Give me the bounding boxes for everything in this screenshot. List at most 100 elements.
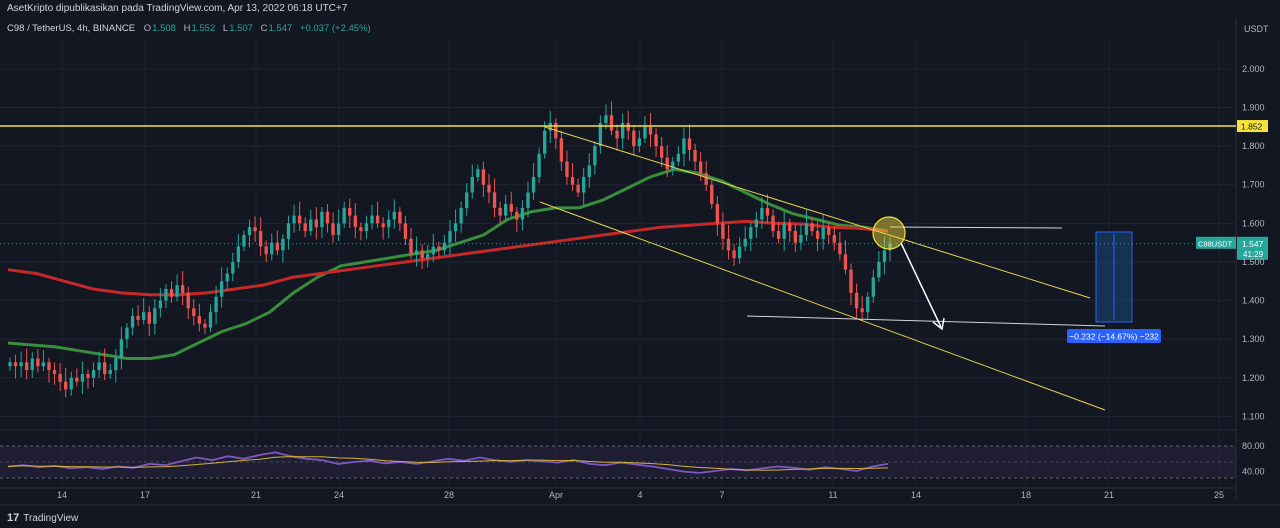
candle[interactable] — [398, 207, 402, 232]
candle[interactable] — [370, 204, 374, 230]
candle[interactable] — [682, 127, 686, 167]
candle[interactable] — [392, 199, 396, 229]
candle[interactable] — [175, 274, 179, 302]
candle[interactable] — [815, 221, 820, 252]
candle[interactable] — [136, 305, 140, 327]
candle[interactable] — [765, 194, 770, 224]
candle[interactable] — [465, 183, 469, 216]
candle[interactable] — [19, 351, 23, 378]
candle[interactable] — [242, 230, 246, 252]
candle[interactable] — [604, 104, 608, 130]
candle[interactable] — [158, 288, 163, 318]
candle[interactable] — [231, 252, 235, 282]
candle[interactable] — [208, 304, 213, 333]
candle[interactable] — [86, 369, 90, 389]
candle[interactable] — [409, 227, 413, 259]
candle[interactable] — [732, 244, 736, 266]
candle[interactable] — [197, 303, 202, 332]
candle[interactable] — [659, 136, 664, 167]
candle[interactable] — [375, 201, 380, 228]
candle[interactable] — [80, 361, 85, 395]
candle[interactable] — [180, 271, 185, 306]
candle[interactable] — [69, 371, 73, 396]
candle[interactable] — [843, 240, 848, 275]
candle[interactable] — [877, 251, 881, 283]
candle[interactable] — [225, 267, 229, 291]
candle[interactable] — [342, 201, 346, 228]
candle[interactable] — [147, 305, 151, 337]
candle[interactable] — [169, 281, 174, 303]
candle[interactable] — [47, 357, 51, 383]
candle[interactable] — [726, 224, 731, 260]
candle[interactable] — [258, 217, 263, 256]
candle[interactable] — [103, 348, 107, 381]
candle[interactable] — [615, 124, 619, 151]
candle[interactable] — [331, 212, 335, 243]
candle[interactable] — [548, 110, 552, 144]
candle[interactable] — [30, 352, 34, 378]
candle[interactable] — [153, 299, 157, 335]
candle[interactable] — [710, 180, 714, 209]
candle[interactable] — [715, 196, 720, 236]
candle[interactable] — [119, 326, 124, 370]
channel-upper-line[interactable] — [544, 126, 1091, 299]
candle[interactable] — [91, 362, 96, 388]
candle[interactable] — [303, 217, 307, 238]
candle[interactable] — [771, 209, 775, 238]
candle[interactable] — [108, 363, 112, 379]
candle[interactable] — [58, 363, 62, 391]
candle[interactable] — [498, 201, 502, 224]
candle[interactable] — [582, 167, 586, 205]
candle[interactable] — [821, 214, 825, 250]
candle[interactable] — [531, 163, 536, 201]
candle[interactable] — [793, 223, 797, 252]
candle[interactable] — [314, 207, 318, 240]
candle[interactable] — [643, 116, 647, 144]
candle[interactable] — [593, 141, 597, 175]
candle[interactable] — [203, 319, 207, 334]
candle[interactable] — [509, 191, 513, 217]
candle[interactable] — [359, 222, 363, 241]
candle[interactable] — [632, 126, 636, 154]
candle[interactable] — [453, 209, 458, 242]
candle[interactable] — [520, 200, 525, 231]
candle[interactable] — [609, 101, 614, 136]
candle[interactable] — [760, 197, 764, 229]
range-top-line[interactable] — [889, 226, 1063, 229]
candle[interactable] — [387, 210, 391, 239]
candle[interactable] — [743, 226, 747, 252]
candle[interactable] — [654, 128, 658, 157]
candle[interactable] — [414, 236, 419, 267]
candle[interactable] — [481, 161, 486, 198]
candle[interactable] — [737, 237, 742, 265]
candle[interactable] — [637, 130, 642, 153]
candle[interactable] — [253, 216, 257, 242]
candle[interactable] — [448, 220, 452, 256]
candle[interactable] — [804, 209, 809, 242]
candle[interactable] — [504, 194, 508, 222]
target-line[interactable] — [746, 315, 1106, 327]
candle[interactable] — [838, 231, 842, 261]
candle[interactable] — [543, 121, 547, 159]
candle[interactable] — [125, 322, 129, 349]
candle[interactable] — [526, 181, 530, 218]
candle[interactable] — [41, 350, 46, 371]
candle[interactable] — [476, 164, 480, 182]
candle[interactable] — [325, 204, 330, 233]
candle[interactable] — [381, 217, 385, 240]
candle[interactable] — [626, 110, 630, 140]
candle[interactable] — [97, 351, 101, 378]
candle[interactable] — [403, 215, 408, 245]
candle[interactable] — [776, 221, 781, 244]
channel-lower-line[interactable] — [539, 201, 1106, 411]
highlight-circle[interactable] — [872, 216, 906, 250]
candle[interactable] — [353, 203, 357, 239]
candle[interactable] — [52, 362, 57, 385]
candle[interactable] — [810, 217, 814, 236]
candle[interactable] — [704, 160, 708, 191]
candle[interactable] — [320, 207, 324, 239]
candle[interactable] — [676, 146, 681, 167]
candle[interactable] — [114, 349, 118, 383]
candle[interactable] — [693, 143, 697, 171]
candle[interactable] — [164, 284, 168, 309]
